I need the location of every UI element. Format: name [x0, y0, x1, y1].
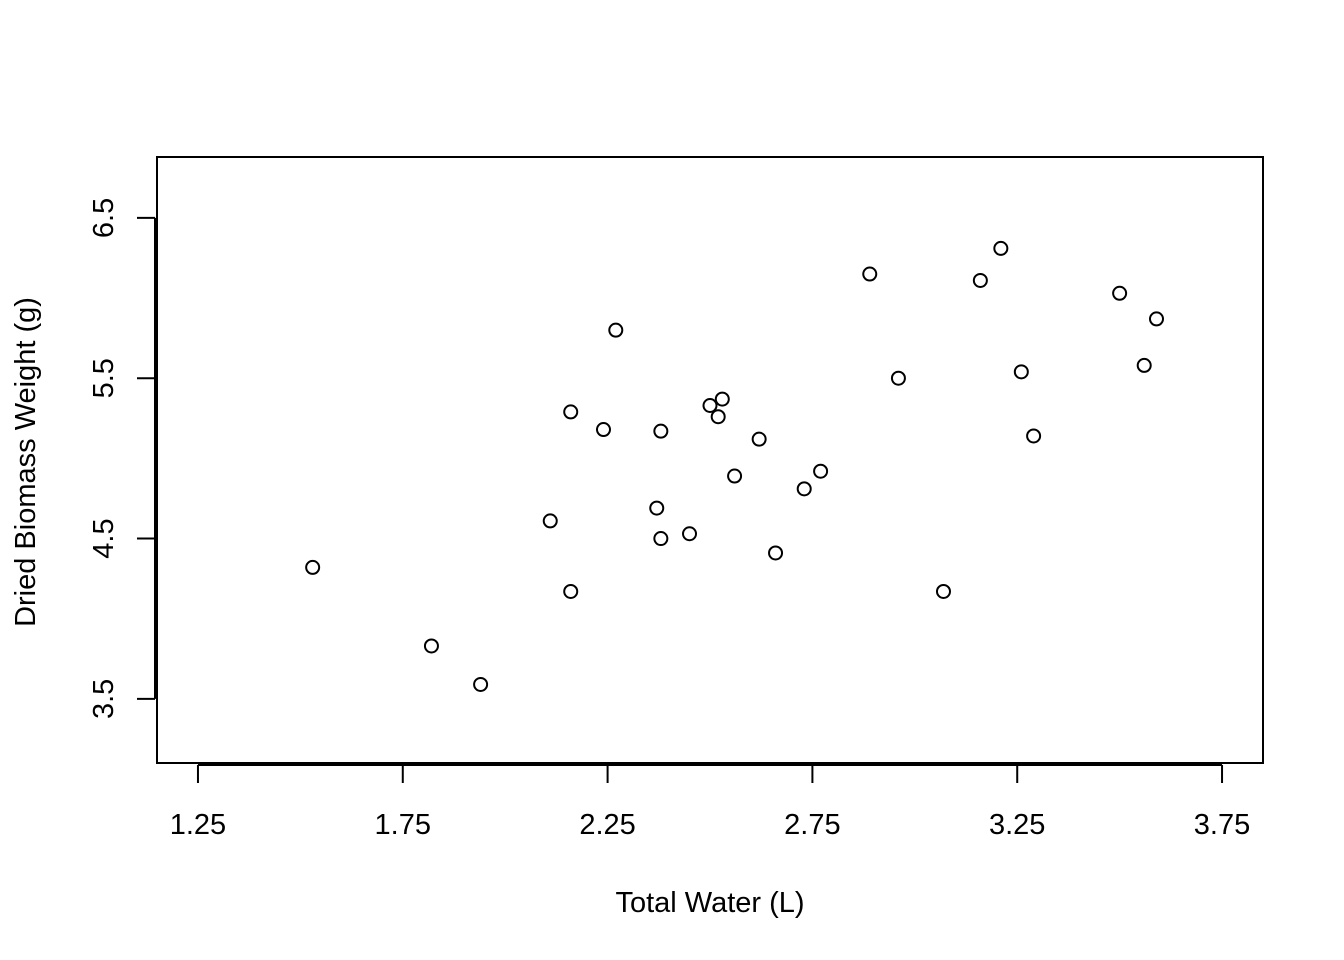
data-point [1026, 428, 1042, 444]
data-point [608, 322, 624, 338]
data-point [305, 559, 321, 575]
y-axis: 3.5 4.5 5.5 6.5 [88, 198, 156, 719]
data-point [563, 583, 579, 599]
data-point [1112, 285, 1128, 301]
data-point [1148, 311, 1164, 327]
data-point [710, 409, 726, 425]
data-point [653, 531, 669, 547]
plot-area-frame [156, 156, 1264, 764]
data-point [935, 583, 951, 599]
data-point [563, 404, 579, 420]
data-point [542, 513, 558, 529]
data-point [702, 397, 718, 413]
x-tick-label: 3.25 [989, 809, 1045, 841]
data-point [727, 468, 743, 484]
y-tick-label: 5.5 [88, 358, 120, 398]
data-point [1136, 357, 1152, 373]
x-tick-label: 3.75 [1194, 809, 1250, 841]
x-tick-label: 2.75 [784, 809, 840, 841]
data-point [751, 431, 767, 447]
data-point [714, 391, 730, 407]
x-tick-label: 2.25 [579, 809, 635, 841]
x-tick-label: 1.25 [170, 809, 226, 841]
data-point [993, 240, 1009, 256]
x-axis-title: Total Water (L) [615, 887, 804, 919]
data-point [768, 545, 784, 561]
data-point [653, 423, 669, 439]
data-points [305, 240, 1164, 692]
data-point [1013, 364, 1029, 380]
data-point [595, 422, 611, 438]
y-tick-label: 4.5 [88, 518, 120, 558]
data-point [649, 500, 665, 516]
data-point [682, 526, 698, 542]
data-point [862, 266, 878, 282]
y-tick-label: 3.5 [88, 679, 120, 719]
data-point [423, 638, 439, 654]
x-axis: 1.25 1.75 2.25 2.75 3.25 3.75 [170, 764, 1250, 841]
data-point [796, 481, 812, 497]
data-point [972, 272, 988, 288]
data-point [890, 370, 906, 386]
y-axis-title: Dried Biomass Weight (g) [10, 297, 42, 627]
data-point [473, 676, 489, 692]
data-point [813, 463, 829, 479]
x-tick-label: 1.75 [375, 809, 431, 841]
y-tick-label: 6.5 [88, 198, 120, 238]
